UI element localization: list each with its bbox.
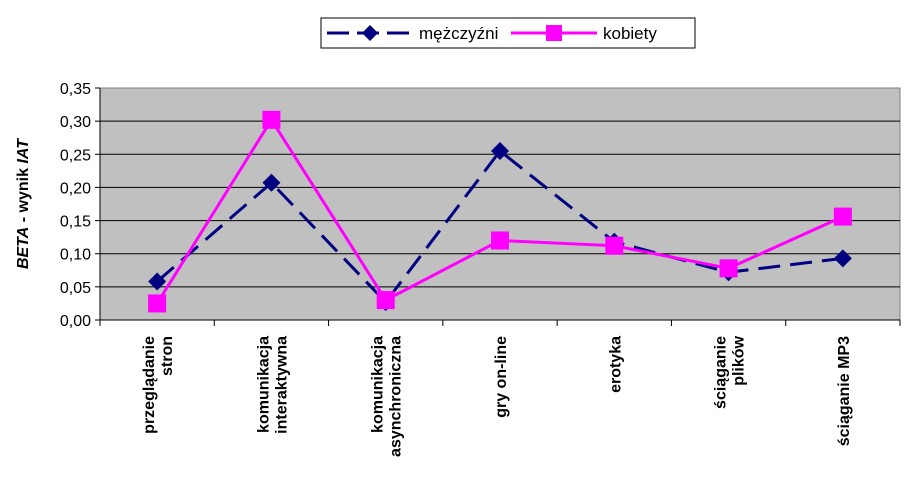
y-tick-label: 0,00	[60, 313, 91, 330]
legend-box	[320, 17, 696, 49]
legend-marker	[546, 25, 562, 41]
data-point	[148, 272, 167, 291]
y-tick-label: 0,30	[60, 114, 91, 131]
data-point	[491, 231, 509, 250]
y-tick-label: 0,35	[60, 81, 91, 98]
series-layer	[148, 110, 852, 313]
data-point	[605, 236, 624, 255]
data-point	[148, 294, 167, 313]
data-point	[833, 207, 852, 226]
data-point	[262, 110, 281, 129]
category-labels: przeglądanie stron komunikacja interaktywna…	[141, 335, 853, 456]
category-label: asynchroniczna	[388, 336, 405, 457]
category-label: plików	[731, 335, 748, 385]
category-label: ściąganie	[713, 336, 730, 409]
legend-label: mężczyźni	[419, 24, 498, 43]
category-label: interaktywna	[273, 336, 290, 434]
y-tick-label: 0,25	[60, 147, 91, 164]
y-tick-label: 0,20	[60, 180, 91, 197]
category-label: komunikacja	[370, 336, 387, 433]
data-point	[491, 141, 509, 160]
y-axis-label-italic-end: IAT	[15, 138, 32, 164]
data-point	[262, 173, 281, 192]
y-tick-label: 0,15	[60, 214, 91, 231]
legend-label: kobiety	[603, 24, 657, 43]
y-axis-label: BETA - wynik IAT	[15, 138, 32, 269]
category-label: komunikacja	[255, 336, 272, 433]
gridlines	[100, 120, 900, 288]
category-label: przeglądanie	[141, 336, 158, 434]
y-axis-ticks: 0,00 0,05 0,10 0,15 0,20 0,25 0,30 0,35	[60, 81, 900, 330]
data-point	[833, 249, 852, 268]
category-label: stron	[159, 336, 176, 376]
data-point	[719, 259, 738, 278]
y-tick-label: 0,05	[60, 280, 91, 297]
y-axis-label-italic: BETA	[15, 227, 32, 269]
x-axis-ticks	[99, 320, 901, 326]
category-label: ściąganie MP3	[836, 336, 853, 446]
y-tick-label: 0,10	[60, 247, 91, 264]
category-label: gry on-line	[493, 336, 510, 418]
legend-marker	[362, 25, 378, 41]
y-axis-label-text: - wynik	[15, 164, 32, 227]
legend: mężczyźni kobiety	[320, 17, 696, 49]
category-label: erotyka	[607, 336, 624, 393]
data-point	[376, 291, 395, 310]
